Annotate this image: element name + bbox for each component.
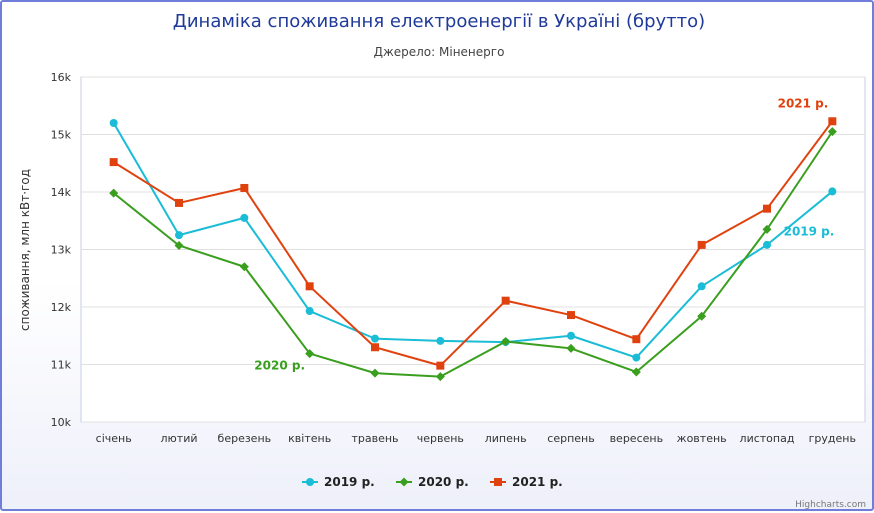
data-point[interactable] — [305, 282, 314, 291]
data-point[interactable] — [239, 262, 249, 272]
data-point[interactable] — [435, 372, 445, 382]
series-3 — [109, 117, 837, 370]
data-point[interactable] — [697, 282, 706, 291]
legend-label: 2019 р. — [324, 475, 375, 489]
y-tick-label: 15k — [51, 129, 72, 142]
y-tick-label: 14k — [51, 186, 72, 199]
data-point[interactable] — [174, 240, 184, 250]
data-point[interactable] — [175, 198, 183, 207]
y-tick-label: 10k — [51, 416, 72, 429]
legend-item[interactable]: 2021 р. — [490, 475, 563, 489]
y-tick-label: 16k — [51, 71, 72, 84]
x-tick-label: січень — [96, 432, 132, 445]
data-point[interactable] — [697, 311, 707, 321]
series-line[interactable] — [113, 120, 834, 367]
series-group — [109, 117, 837, 382]
x-axis-ticks: січень лютий березень квітень травень червень… — [96, 432, 856, 445]
series-2 — [109, 127, 837, 382]
series-annotation: 2019 р. — [784, 224, 835, 238]
x-tick-label: червень — [417, 432, 464, 445]
data-point[interactable] — [828, 117, 837, 126]
legend-marker[interactable] — [494, 478, 502, 486]
y-tick-label: 12k — [51, 301, 72, 314]
data-point[interactable] — [762, 224, 772, 234]
y-tick-label: 13k — [51, 244, 72, 257]
data-point[interactable] — [240, 183, 249, 192]
data-point[interactable] — [567, 311, 575, 320]
data-point[interactable] — [827, 127, 837, 137]
x-tick-label: лютий — [161, 432, 198, 445]
x-tick-label: липень — [485, 432, 527, 445]
series-line[interactable] — [112, 122, 833, 359]
data-point[interactable] — [305, 349, 315, 359]
data-point[interactable] — [763, 240, 771, 249]
data-point[interactable] — [109, 119, 118, 127]
legend-marker[interactable] — [399, 477, 409, 487]
legend-label: 2021 р. — [512, 475, 563, 489]
credits-link[interactable]: Highcharts.com — [795, 500, 866, 510]
data-point[interactable] — [305, 307, 314, 316]
y-axis-label: споживання, млн кВт·год — [18, 169, 32, 331]
x-tick-label: жовтень — [677, 432, 727, 445]
data-point[interactable] — [436, 336, 445, 345]
data-point[interactable] — [632, 335, 641, 344]
data-point[interactable] — [240, 213, 249, 222]
grid-lines — [81, 76, 865, 423]
data-point[interactable] — [371, 334, 379, 343]
legend-item[interactable]: 2020 р. — [396, 475, 469, 489]
x-tick-label: березень — [218, 432, 272, 445]
annotations: 2021 р. 2019 р. 2020 р. — [254, 96, 834, 372]
y-axis-ticks: 10k 11k 12k 13k 14k 15k 16k — [51, 71, 72, 429]
y-tick-label: 11k — [51, 359, 72, 372]
legend: 2019 р. 2020 р. 2021 р. — [302, 475, 563, 489]
data-point[interactable] — [436, 361, 445, 370]
x-tick-label: квітень — [288, 432, 331, 445]
data-point[interactable] — [697, 240, 706, 249]
data-point[interactable] — [109, 158, 118, 167]
series-annotation: 2020 р. — [254, 359, 305, 373]
data-point[interactable] — [566, 343, 576, 353]
x-tick-label: серпень — [547, 432, 594, 445]
x-tick-label: вересень — [610, 432, 664, 445]
x-tick-label: листопад — [740, 432, 795, 445]
data-point[interactable] — [763, 204, 771, 213]
chart-title: Динаміка споживання електроенергії в Укр… — [173, 11, 705, 32]
legend-item[interactable]: 2019 р. — [302, 475, 375, 489]
data-point[interactable] — [109, 188, 119, 198]
series-line[interactable] — [113, 131, 834, 378]
series-annotation: 2021 р. — [778, 96, 829, 110]
legend-marker[interactable] — [306, 478, 314, 486]
x-tick-label: грудень — [809, 432, 856, 445]
data-point[interactable] — [567, 331, 575, 340]
data-point[interactable] — [175, 231, 183, 240]
data-point[interactable] — [501, 337, 511, 346]
data-point[interactable] — [631, 367, 641, 377]
data-point[interactable] — [371, 343, 379, 352]
chart-subtitle: Джерело: Міненерго — [374, 45, 505, 59]
data-point[interactable] — [632, 353, 641, 362]
legend-label: 2020 р. — [418, 475, 469, 489]
data-point[interactable] — [828, 187, 837, 196]
x-tick-label: травень — [351, 432, 398, 445]
data-point[interactable] — [501, 296, 510, 305]
data-point[interactable] — [370, 368, 380, 378]
